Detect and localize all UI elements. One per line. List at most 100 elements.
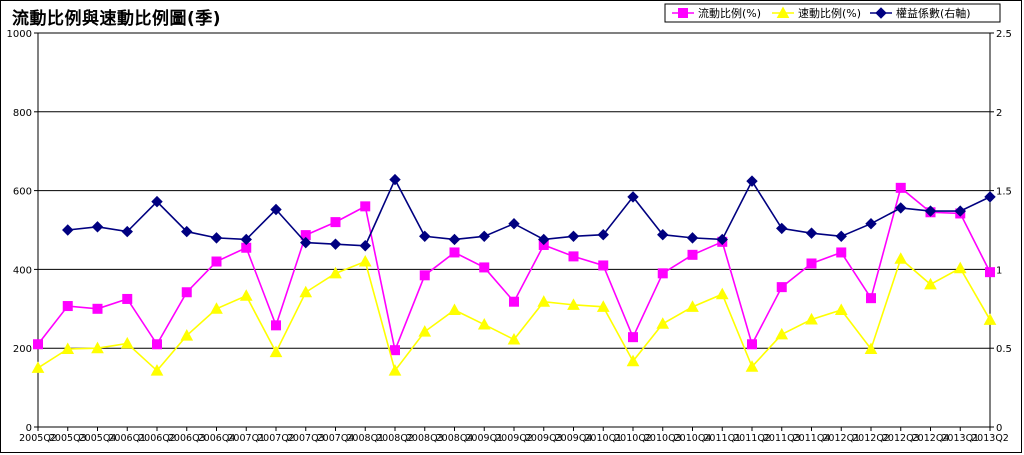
data-point <box>598 260 609 271</box>
data-point <box>745 360 759 372</box>
data-point <box>628 332 638 343</box>
data-point <box>120 336 134 349</box>
data-point <box>91 221 104 233</box>
right-tick-label: 1 <box>996 265 1002 276</box>
data-point <box>834 303 848 315</box>
data-point <box>716 233 728 246</box>
x-tick-label: 2009Q4 <box>555 433 593 444</box>
data-point <box>33 339 43 350</box>
data-point <box>568 251 579 262</box>
data-point <box>805 312 818 325</box>
data-point <box>329 266 342 279</box>
data-point <box>538 233 550 246</box>
data-point <box>597 229 609 241</box>
data-point <box>181 287 192 298</box>
data-point <box>240 233 252 246</box>
data-point <box>121 225 133 238</box>
data-point <box>271 320 281 331</box>
data-point <box>656 317 670 329</box>
data-point <box>686 232 699 244</box>
data-point <box>329 238 342 250</box>
x-tick-label: 2011Q4 <box>793 433 831 444</box>
data-point <box>954 205 966 217</box>
data-point <box>895 202 907 214</box>
data-point <box>715 287 729 300</box>
right-y-axis: 0 0.5 1 1.5 2 2.5 <box>990 29 1012 434</box>
data-point <box>269 345 283 358</box>
data-point <box>835 230 847 243</box>
x-tick-label: 2006Q1 <box>108 433 146 444</box>
data-point <box>390 345 400 356</box>
series-2 <box>31 252 997 376</box>
data-point <box>678 8 688 18</box>
data-point <box>358 254 372 267</box>
series-3 <box>62 173 996 252</box>
data-point <box>388 364 402 376</box>
data-point <box>626 354 640 367</box>
right-tick-label: 2 <box>996 108 1002 119</box>
x-tick-label: 2009Q1 <box>465 433 503 444</box>
legend-label: 流動比例(%) <box>698 6 761 20</box>
data-point <box>776 6 790 18</box>
data-point <box>62 301 73 312</box>
left-tick-label: 400 <box>13 265 32 276</box>
x-tick-label: 2012Q2 <box>852 433 890 444</box>
data-point <box>299 285 313 298</box>
data-point <box>875 7 887 19</box>
x-tick-label: 2007Q2 <box>257 433 295 444</box>
data-point <box>180 329 194 341</box>
left-tick-label: 1000 <box>7 29 32 40</box>
data-point <box>239 289 253 301</box>
legend-label: 速動比例(%) <box>798 6 861 20</box>
data-point <box>152 339 162 350</box>
x-tick-label: 2010Q3 <box>644 433 682 444</box>
data-point <box>775 327 789 340</box>
data-point <box>984 191 996 203</box>
data-point <box>895 182 906 193</box>
x-tick-label: 2008Q4 <box>436 433 474 444</box>
x-tick-label: 2009Q2 <box>495 433 533 444</box>
x-tick-label: 2007Q4 <box>317 433 355 444</box>
x-tick-label: 2007Q1 <box>227 433 265 444</box>
data-point <box>776 222 788 235</box>
data-point <box>687 249 698 260</box>
data-point <box>864 342 878 354</box>
x-tick-label: 2010Q1 <box>584 433 622 444</box>
data-point <box>270 203 282 216</box>
x-tick-label: 2006Q3 <box>168 433 206 444</box>
x-tick-label: 2005Q2 <box>19 433 57 444</box>
data-point <box>567 230 580 243</box>
data-point <box>865 217 877 230</box>
data-point <box>747 339 757 350</box>
x-tick-label: 2007Q3 <box>287 433 325 444</box>
data-point <box>776 282 787 293</box>
data-point <box>360 201 371 212</box>
data-point <box>210 302 223 314</box>
x-tick-label: 2011Q2 <box>733 433 771 444</box>
data-point <box>983 313 997 325</box>
left-tick-label: 0 <box>26 423 32 434</box>
x-axis: 2005Q22005Q32005Q42006Q12006Q22006Q32006… <box>19 427 1009 444</box>
legend-entry: 權益係數(右軸) <box>870 6 971 20</box>
data-point <box>419 270 430 281</box>
data-point <box>567 298 580 310</box>
data-point <box>509 296 519 307</box>
right-tick-label: 2.5 <box>996 29 1012 40</box>
x-tick-label: 2011Q3 <box>763 433 801 444</box>
data-point <box>806 258 817 269</box>
legend-label: 權益係數(右軸) <box>896 6 971 20</box>
series-layer <box>31 173 997 376</box>
plot-area <box>37 32 991 428</box>
data-point <box>330 217 341 228</box>
data-point <box>61 342 75 354</box>
data-point <box>537 295 551 307</box>
series-line <box>67 177 991 247</box>
data-point <box>31 361 45 373</box>
left-tick-label: 200 <box>13 344 32 355</box>
data-point <box>91 341 104 354</box>
data-point <box>181 225 193 238</box>
data-point <box>389 173 401 186</box>
data-point <box>866 293 876 304</box>
x-tick-label: 2009Q3 <box>525 433 563 444</box>
data-point <box>985 267 995 278</box>
